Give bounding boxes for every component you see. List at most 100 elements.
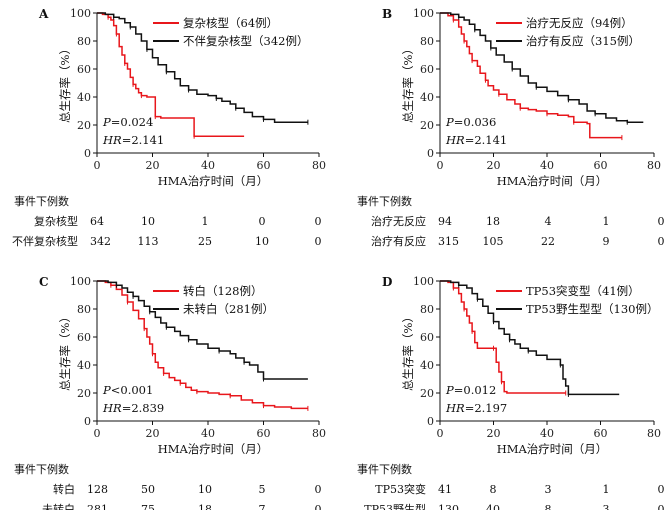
- risk-value: 0: [658, 503, 665, 510]
- y-tick-label: 20: [420, 119, 434, 132]
- risk-value: 0: [658, 215, 665, 228]
- y-tick-label: 80: [420, 303, 434, 316]
- risk-value: 1: [603, 483, 610, 496]
- risk-value: 40: [486, 503, 500, 510]
- x-tick-label: 40: [201, 159, 215, 172]
- risk-value: 3: [545, 483, 552, 496]
- risk-table-title: 事件下例数: [357, 462, 412, 476]
- risk-value: 0: [315, 235, 322, 248]
- x-tick-label: 0: [437, 159, 444, 172]
- legend-entry: 转白（128例）: [183, 284, 262, 298]
- x-tick-label: 40: [540, 427, 554, 440]
- risk-row-label: 不伴复杂核型: [12, 234, 78, 248]
- risk-value: 0: [315, 503, 322, 510]
- x-tick-label: 0: [94, 427, 101, 440]
- y-tick-label: 0: [84, 147, 91, 160]
- risk-value: 281: [87, 503, 108, 510]
- survival-curve-group2: [440, 280, 620, 396]
- x-axis-label: HMA治疗时间（月）: [158, 174, 269, 188]
- y-tick-label: 0: [427, 147, 434, 160]
- risk-value: 50: [141, 483, 155, 496]
- x-tick-label: 60: [257, 427, 271, 440]
- panel-letter: D: [382, 275, 392, 289]
- risk-value: 3: [603, 503, 610, 510]
- y-tick-label: 40: [420, 91, 434, 104]
- y-tick-label: 80: [77, 35, 91, 48]
- survival-curve-group2: [97, 12, 308, 123]
- risk-value: 64: [90, 215, 104, 228]
- risk-value: 25: [198, 235, 212, 248]
- risk-value: 105: [483, 235, 504, 248]
- x-tick-label: 60: [257, 159, 271, 172]
- p-value: P<0.001: [102, 383, 153, 397]
- x-axis-label: HMA治疗时间（月）: [497, 174, 608, 188]
- risk-value: 315: [438, 235, 459, 248]
- risk-value: 4: [545, 215, 552, 228]
- survival-curve-group1: [97, 12, 245, 137]
- risk-value: 22: [541, 235, 555, 248]
- risk-row-label: 转白: [53, 482, 75, 496]
- risk-row-label: 未转白: [42, 502, 75, 510]
- x-tick-label: 40: [201, 427, 215, 440]
- hazard-ratio: HR=2.141: [102, 133, 164, 147]
- risk-value: 7: [259, 503, 266, 510]
- risk-value: 0: [658, 483, 665, 496]
- y-tick-label: 100: [70, 275, 91, 288]
- y-axis-label: 总生存率（%）: [58, 311, 72, 391]
- risk-row-label: 治疗无反应: [371, 214, 426, 228]
- legend-entry: 未转白（281例）: [183, 302, 274, 316]
- risk-table-title: 事件下例数: [14, 194, 69, 208]
- y-tick-label: 40: [77, 91, 91, 104]
- risk-value: 1: [603, 215, 610, 228]
- risk-value: 94: [438, 215, 452, 228]
- legend-entry: 治疗无反应（94例）: [526, 16, 633, 30]
- risk-row-label: 治疗有反应: [371, 234, 426, 248]
- x-tick-label: 80: [312, 427, 326, 440]
- panel-letter: B: [382, 7, 392, 21]
- y-tick-label: 80: [77, 303, 91, 316]
- hazard-ratio: HR=2.197: [445, 401, 507, 415]
- y-tick-label: 60: [77, 331, 91, 344]
- x-tick-label: 20: [487, 159, 501, 172]
- risk-value: 8: [545, 503, 552, 510]
- risk-value: 1: [202, 215, 209, 228]
- risk-row-label: 复杂核型: [34, 214, 78, 228]
- y-tick-label: 60: [420, 331, 434, 344]
- x-tick-label: 60: [594, 159, 608, 172]
- risk-value: 18: [486, 215, 500, 228]
- survival-curve-group1: [440, 12, 622, 139]
- y-tick-label: 60: [77, 63, 91, 76]
- x-axis-label: HMA治疗时间（月）: [158, 442, 269, 456]
- y-tick-label: 20: [77, 387, 91, 400]
- x-tick-label: 0: [94, 159, 101, 172]
- risk-row-label: TP53突变: [375, 482, 426, 496]
- risk-value: 0: [259, 215, 266, 228]
- panel-letter: A: [38, 7, 49, 21]
- y-tick-label: 20: [77, 119, 91, 132]
- panel-letter: C: [39, 275, 49, 289]
- risk-value: 41: [438, 483, 452, 496]
- risk-value: 0: [315, 215, 322, 228]
- x-tick-label: 20: [146, 427, 160, 440]
- x-tick-label: 80: [647, 159, 661, 172]
- risk-value: 10: [198, 483, 212, 496]
- legend-entry: TP53野生型型（130例）: [526, 302, 659, 316]
- y-axis-label: 总生存率（%）: [401, 43, 415, 123]
- legend-entry: TP53突变型（41例）: [526, 284, 640, 298]
- x-tick-label: 80: [647, 427, 661, 440]
- y-tick-label: 0: [84, 415, 91, 428]
- y-tick-label: 20: [420, 387, 434, 400]
- x-tick-label: 0: [437, 427, 444, 440]
- risk-value: 0: [315, 483, 322, 496]
- risk-value: 0: [658, 235, 665, 248]
- y-tick-label: 100: [413, 275, 434, 288]
- p-value: P=0.024: [102, 115, 153, 129]
- hazard-ratio: HR=2.141: [445, 133, 507, 147]
- y-tick-label: 40: [420, 359, 434, 372]
- legend-entry: 复杂核型（64例）: [183, 16, 278, 30]
- y-tick-label: 80: [420, 35, 434, 48]
- y-tick-label: 100: [413, 7, 434, 20]
